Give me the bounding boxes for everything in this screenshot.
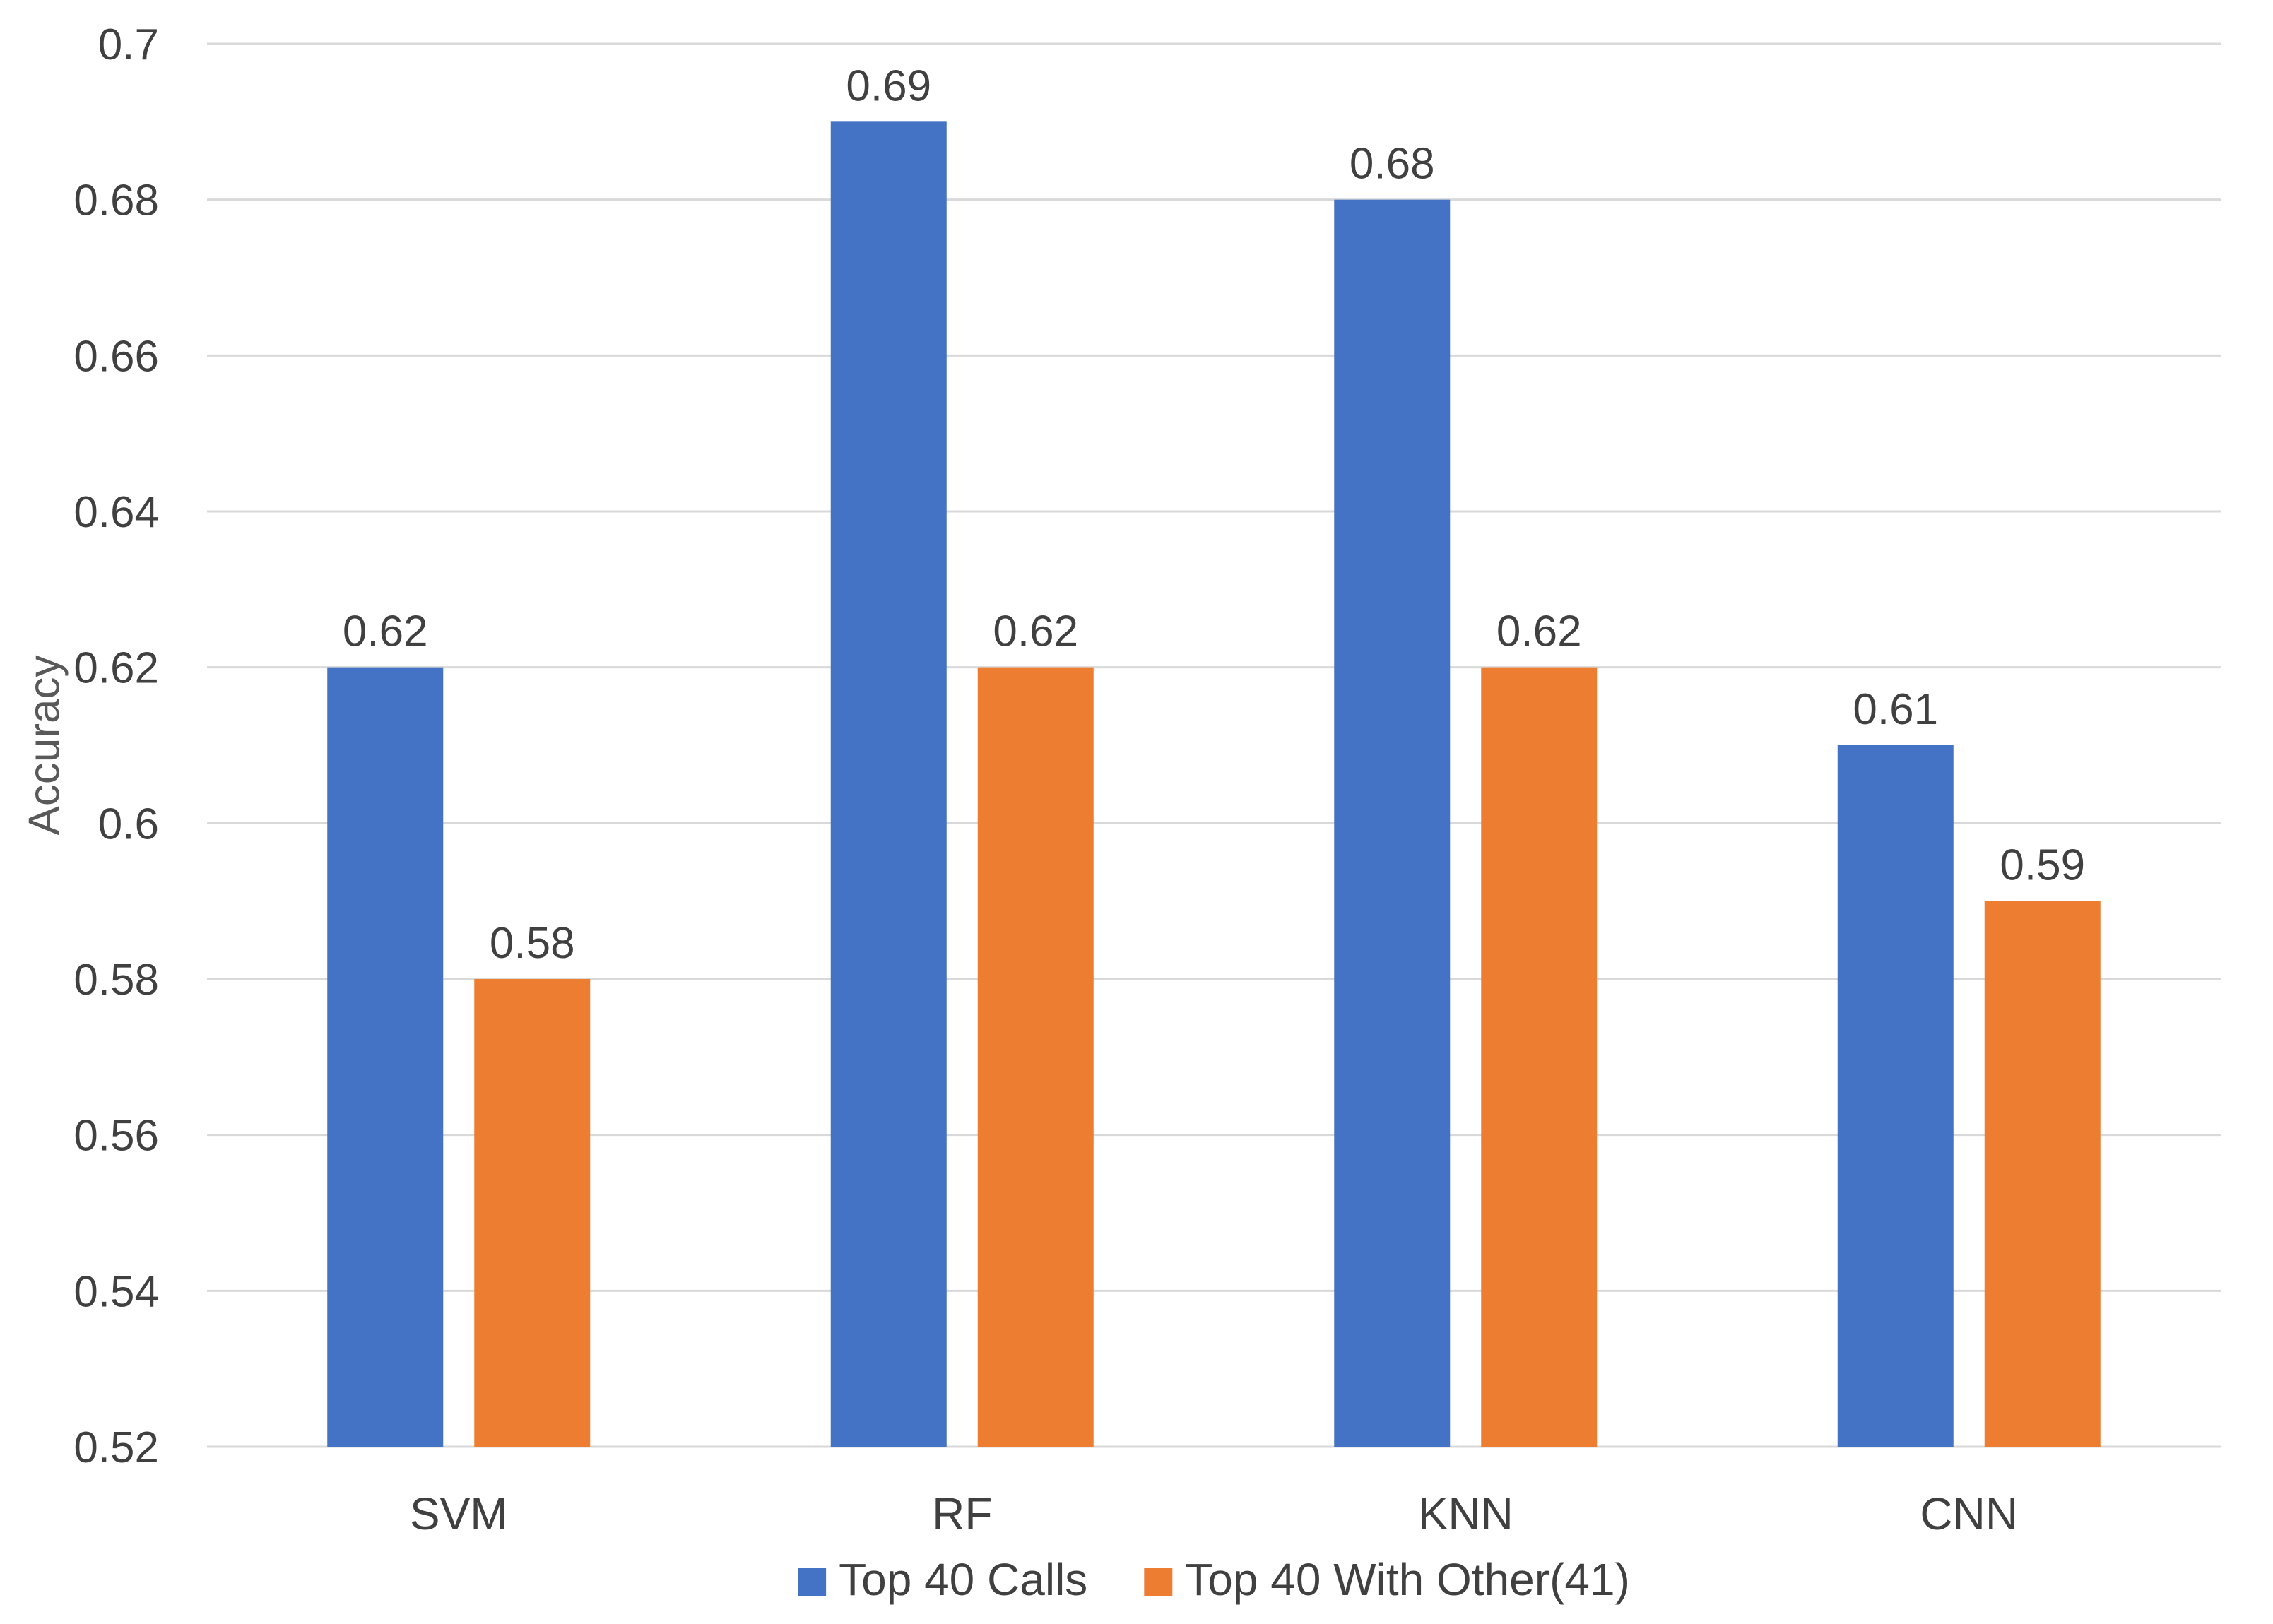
y-tick-label: 0.62 [73,644,159,693]
y-tick-label: 0.64 [73,488,159,537]
data-label: 0.62 [343,607,428,656]
legend-item: Top 40 Calls [798,1554,1087,1605]
bar-cnn-series-1 [1837,745,1954,1447]
data-label: 0.69 [846,61,931,110]
x-category-label: RF [932,1488,992,1539]
x-category-label: SVM [410,1488,508,1539]
bar-svm-series-1 [327,667,444,1447]
y-axis-title: Accuracy [20,656,69,836]
y-tick-label: 0.6 [98,800,159,848]
bar-knn-series-1 [1334,199,1451,1447]
data-label: 0.59 [2000,841,2085,890]
bar-rf-series-1 [830,121,947,1447]
legend-item: Top 40 With Other(41) [1144,1554,1630,1605]
bar-cnn-series-2 [1984,901,2101,1447]
x-category-label: KNN [1418,1488,1513,1539]
legend-swatch [798,1568,827,1596]
x-category-label: CNN [1920,1488,2018,1539]
y-tick-label: 0.56 [73,1112,159,1161]
y-axis-tick-labels: 0.52 0.54 0.56 0.58 0.6 0.62 0.64 0.66 0.68 0.7 [73,20,159,1472]
data-label: 0.61 [1853,685,1938,734]
y-tick-label: 0.7 [98,20,159,69]
data-label: 0.58 [490,919,575,968]
legend-label: Top 40 Calls [839,1554,1087,1605]
y-tick-label: 0.68 [73,177,159,225]
bar-rf-series-2 [977,667,1094,1447]
x-axis-category-labels: SVM RF KNN CNN [410,1488,2018,1539]
legend-label: Top 40 With Other(41) [1185,1554,1630,1605]
data-labels: 0.62 0.58 0.69 0.62 0.68 0.62 0.61 0.59 [343,61,2085,968]
bars [327,121,2101,1447]
bar-knn-series-2 [1481,667,1598,1447]
legend: Top 40 Calls Top 40 With Other(41) [798,1554,1630,1605]
data-label: 0.62 [993,607,1078,656]
data-label: 0.68 [1350,140,1435,189]
y-tick-label: 0.54 [73,1267,159,1316]
y-tick-label: 0.52 [73,1423,159,1472]
data-label: 0.62 [1496,607,1582,656]
bar-svm-series-2 [474,979,591,1447]
legend-swatch [1144,1568,1173,1596]
y-tick-label: 0.66 [73,332,159,381]
y-tick-label: 0.58 [73,956,159,1004]
